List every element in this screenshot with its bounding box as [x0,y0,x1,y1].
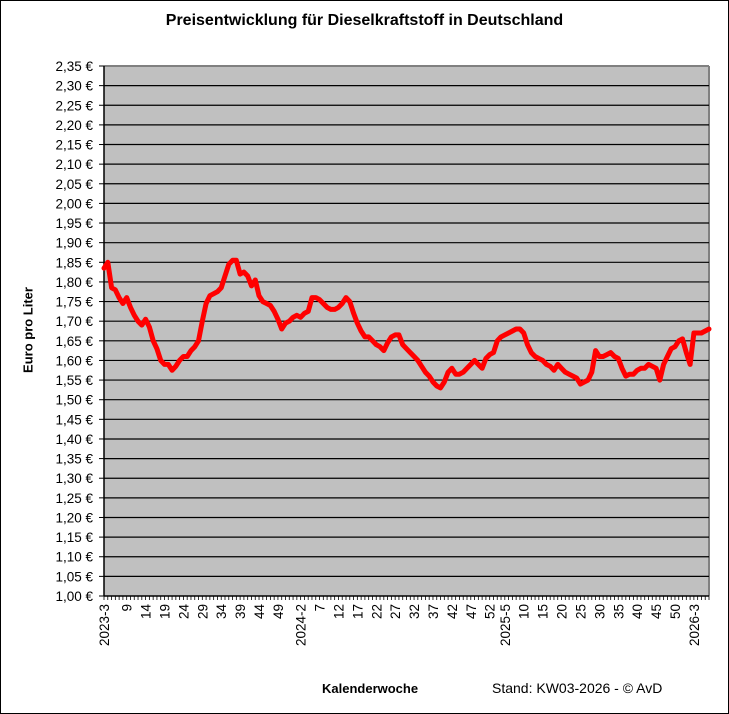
y-tick-label: 1,35 € [55,452,93,467]
y-tick-label: 2,35 € [55,59,93,74]
y-tick-label: 1,65 € [55,334,93,349]
y-tick-label: 2,25 € [55,98,93,113]
y-tick-label: 1,45 € [55,412,93,427]
x-tick-label: 39 [233,604,248,619]
y-tick-label: 1,25 € [55,491,93,506]
y-tick-label: 2,10 € [55,157,93,172]
x-tick-label: 17 [350,604,365,619]
y-tick-label: 2,15 € [55,138,93,153]
x-tick-label: 27 [388,604,403,619]
x-tick-label: 15 [536,604,551,619]
plot-area [104,65,710,596]
x-tick-label: 44 [252,604,267,620]
x-tick-label: 49 [271,604,286,619]
x-axis: 2023-3 9 14 19 24 29 34 39 44 49 2024-2 7 12 17 22 27 32… [97,595,710,646]
y-tick-label: 1,05 € [55,569,93,584]
x-tick-label: 12 [331,604,346,619]
data-status-note: Stand: KW03-2026 - © AvD [492,680,663,696]
x-tick-label: 2023-3 [97,604,112,646]
y-tick-label: 1,55 € [55,373,93,388]
x-axis-label: Kalenderwoche [322,681,419,696]
x-tick-label: 52 [483,604,498,619]
x-tick-label: 19 [158,604,173,619]
y-tick-label: 2,30 € [55,79,93,94]
x-tick-label: 32 [407,604,422,619]
x-tick-label: 9 [120,604,135,612]
y-tick-label: 2,20 € [55,118,93,133]
y-tick-label: 1,85 € [55,255,93,270]
y-tick-label: 1,80 € [55,275,93,290]
x-tick-label: 29 [195,604,210,619]
y-tick-label: 1,90 € [55,236,93,251]
y-tick-label: 1,75 € [55,295,93,310]
x-tick-label: 2025-5 [498,604,513,646]
y-tick-label: 2,05 € [55,177,93,192]
x-tick-label: 47 [464,604,479,619]
x-tick-label: 24 [176,604,191,620]
x-tick-label: 2024-2 [294,604,309,646]
x-tick-label: 14 [139,604,154,620]
diesel-price-line [101,257,712,391]
x-tick-label: 20 [555,604,570,619]
x-tick-label: 10 [517,604,532,619]
y-tick-label: 1,40 € [55,432,93,447]
y-tick-label: 1,20 € [55,510,93,525]
x-tick-label: 37 [426,604,441,619]
y-tick-label: 1,00 € [55,589,93,604]
y-tick-label: 1,60 € [55,353,93,368]
x-tick-label: 50 [668,604,683,619]
x-tick-label: 45 [649,604,664,619]
x-tick-label: 2026-3 [687,604,702,646]
x-tick-label: 35 [611,604,626,619]
y-tick-label: 1,50 € [55,393,93,408]
y-tick-label: 1,10 € [55,550,93,565]
y-axis: 2,35 € 2,30 € 2,25 € 2,20 € 2,15 € 2,10 € 2,05… [55,59,105,604]
y-tick-label: 1,15 € [55,530,93,545]
y-tick-label: 1,95 € [55,216,93,231]
x-tick-label: 42 [445,604,460,619]
x-tick-label: 22 [369,604,384,619]
chart-title: Preisentwicklung für Dieselkraftstoff in… [165,12,564,29]
x-tick-label: 30 [592,604,607,619]
y-tick-label: 1,30 € [55,471,93,486]
y-tick-label: 1,70 € [55,314,93,329]
x-tick-label: 40 [630,604,645,619]
x-tick-label: 25 [573,604,588,619]
y-tick-label: 2,00 € [55,196,93,211]
x-tick-label: 7 [313,604,328,612]
x-tick-label: 34 [214,604,229,620]
